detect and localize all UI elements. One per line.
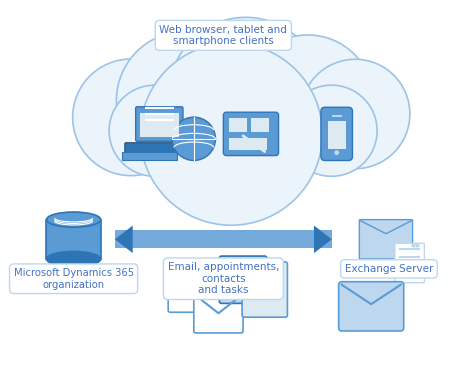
FancyBboxPatch shape — [223, 112, 279, 156]
Circle shape — [109, 85, 200, 176]
Ellipse shape — [46, 212, 101, 227]
FancyBboxPatch shape — [252, 261, 277, 273]
Circle shape — [73, 59, 189, 176]
Bar — [115, 230, 332, 248]
Bar — [229, 118, 247, 132]
Circle shape — [116, 31, 255, 170]
Bar — [251, 118, 269, 132]
Polygon shape — [115, 225, 133, 253]
FancyBboxPatch shape — [359, 220, 413, 259]
FancyBboxPatch shape — [220, 256, 267, 303]
Circle shape — [300, 59, 410, 169]
FancyBboxPatch shape — [136, 107, 183, 141]
FancyBboxPatch shape — [125, 143, 178, 152]
Circle shape — [242, 35, 373, 166]
Circle shape — [140, 43, 322, 225]
Bar — [140, 113, 179, 137]
FancyBboxPatch shape — [339, 282, 404, 331]
Text: Exchange Server: Exchange Server — [345, 264, 433, 274]
Bar — [221, 258, 265, 272]
Polygon shape — [314, 225, 332, 253]
Circle shape — [172, 117, 216, 161]
Circle shape — [286, 85, 377, 176]
FancyBboxPatch shape — [168, 267, 223, 312]
Circle shape — [169, 17, 322, 170]
Bar — [122, 152, 177, 159]
Circle shape — [334, 150, 339, 155]
Circle shape — [181, 277, 195, 291]
Text: Microsoft Dynamics 365
organization: Microsoft Dynamics 365 organization — [14, 268, 133, 289]
FancyBboxPatch shape — [194, 294, 243, 333]
Text: Email, appointments,
contacts
and tasks: Email, appointments, contacts and tasks — [168, 262, 279, 295]
FancyBboxPatch shape — [242, 262, 287, 317]
Bar — [229, 138, 267, 150]
Bar — [46, 220, 101, 259]
FancyBboxPatch shape — [395, 243, 424, 283]
Ellipse shape — [46, 251, 101, 267]
Text: Web browser, tablet and
smartphone clients: Web browser, tablet and smartphone clien… — [160, 24, 287, 46]
FancyBboxPatch shape — [321, 107, 353, 161]
Bar — [328, 121, 345, 149]
